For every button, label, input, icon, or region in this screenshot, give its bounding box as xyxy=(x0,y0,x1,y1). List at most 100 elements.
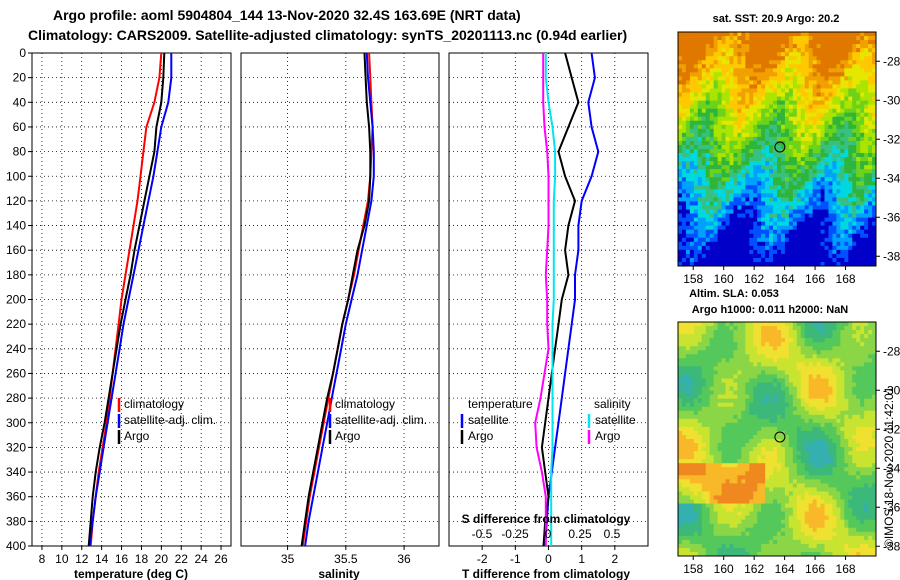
map-cell xyxy=(773,322,778,327)
map-cell xyxy=(796,197,802,202)
map-cell xyxy=(693,108,699,114)
map-cell xyxy=(792,257,798,263)
map-cell xyxy=(856,157,861,162)
map-cell xyxy=(844,338,849,343)
map-cell xyxy=(705,447,711,452)
map-cell xyxy=(804,426,810,432)
map-cell xyxy=(765,394,770,400)
map-cell xyxy=(864,362,869,367)
map-cell xyxy=(773,245,778,251)
map-cell xyxy=(796,157,802,162)
map-cell xyxy=(848,443,853,448)
map-cell xyxy=(844,439,849,444)
map-cell xyxy=(796,201,802,206)
map-cell xyxy=(812,112,817,118)
map-cell xyxy=(796,76,802,81)
map-cell xyxy=(733,185,738,190)
map-cell xyxy=(796,88,802,93)
map-cell xyxy=(681,398,687,404)
map-cell xyxy=(792,451,798,456)
map-cell xyxy=(761,128,766,134)
map-cell xyxy=(713,338,718,343)
map-cell xyxy=(701,261,707,267)
map-cell xyxy=(741,261,746,267)
map-cell xyxy=(800,32,806,37)
map-cell xyxy=(856,398,861,404)
map-cell xyxy=(812,430,817,436)
map-cell xyxy=(836,157,841,162)
map-cell xyxy=(701,249,707,255)
map-cell xyxy=(753,455,758,460)
map-cell xyxy=(808,221,814,227)
map-cell xyxy=(757,140,762,146)
map-cell xyxy=(713,36,718,41)
map-cell xyxy=(860,459,865,464)
map-cell xyxy=(780,116,786,122)
map-cell xyxy=(705,177,711,182)
map-cell xyxy=(753,414,758,420)
map-cell xyxy=(872,362,877,367)
map-cell xyxy=(757,370,762,375)
map-cell xyxy=(729,402,734,408)
map-cell xyxy=(749,374,754,379)
map-cell xyxy=(832,161,837,166)
map-cell xyxy=(828,193,833,198)
map-cell xyxy=(725,261,730,267)
map-cell xyxy=(685,354,691,359)
map-cell xyxy=(777,398,782,404)
map-cell xyxy=(717,451,722,456)
map-cell xyxy=(697,173,703,178)
map-cell xyxy=(713,169,718,174)
map-cell xyxy=(848,362,853,367)
map-cell xyxy=(749,253,754,259)
map-cell xyxy=(689,390,695,396)
map-cell xyxy=(729,390,734,396)
map-cell xyxy=(804,334,810,339)
map-cell xyxy=(864,237,869,243)
map-cell xyxy=(808,358,814,363)
map-cell xyxy=(678,233,683,239)
map-cell xyxy=(765,430,770,436)
map-cell xyxy=(769,144,774,150)
map-cell xyxy=(685,48,691,53)
map-cell xyxy=(864,394,869,400)
s-tick-label: 0.5 xyxy=(604,527,621,541)
map-cell xyxy=(780,459,786,464)
map-cell xyxy=(737,451,742,456)
map-cell xyxy=(721,241,726,247)
map-cell xyxy=(832,201,837,206)
map-cell xyxy=(717,96,722,101)
map-cell xyxy=(761,346,766,351)
map-cell xyxy=(836,36,841,41)
map-cell xyxy=(780,128,786,134)
map-cell xyxy=(697,394,703,400)
map-cell xyxy=(678,443,683,448)
map-cell xyxy=(808,418,814,424)
map-cell xyxy=(800,68,806,73)
map-cell xyxy=(828,189,833,194)
map-cell xyxy=(757,249,762,255)
map-cell xyxy=(721,245,726,251)
map-cell xyxy=(697,197,703,202)
map-cell xyxy=(693,213,699,218)
map-cell xyxy=(784,257,790,263)
map-cell xyxy=(864,390,869,396)
map-cell xyxy=(784,261,790,267)
map-cell xyxy=(836,390,841,396)
map-cell xyxy=(721,443,726,448)
map-cell xyxy=(745,36,750,41)
map-cell xyxy=(868,197,873,202)
map-cell xyxy=(678,64,683,69)
map-cell xyxy=(757,350,762,355)
map-cell xyxy=(753,366,758,371)
map-cell xyxy=(678,378,683,383)
map-cell xyxy=(820,342,825,347)
map-cell xyxy=(828,84,833,89)
map-cell xyxy=(828,253,833,259)
map-cell xyxy=(864,104,869,110)
map-cell xyxy=(701,60,707,65)
map-cell xyxy=(697,76,703,81)
map-cell xyxy=(784,52,790,57)
map-cell xyxy=(852,249,857,255)
map-cell xyxy=(820,229,825,235)
